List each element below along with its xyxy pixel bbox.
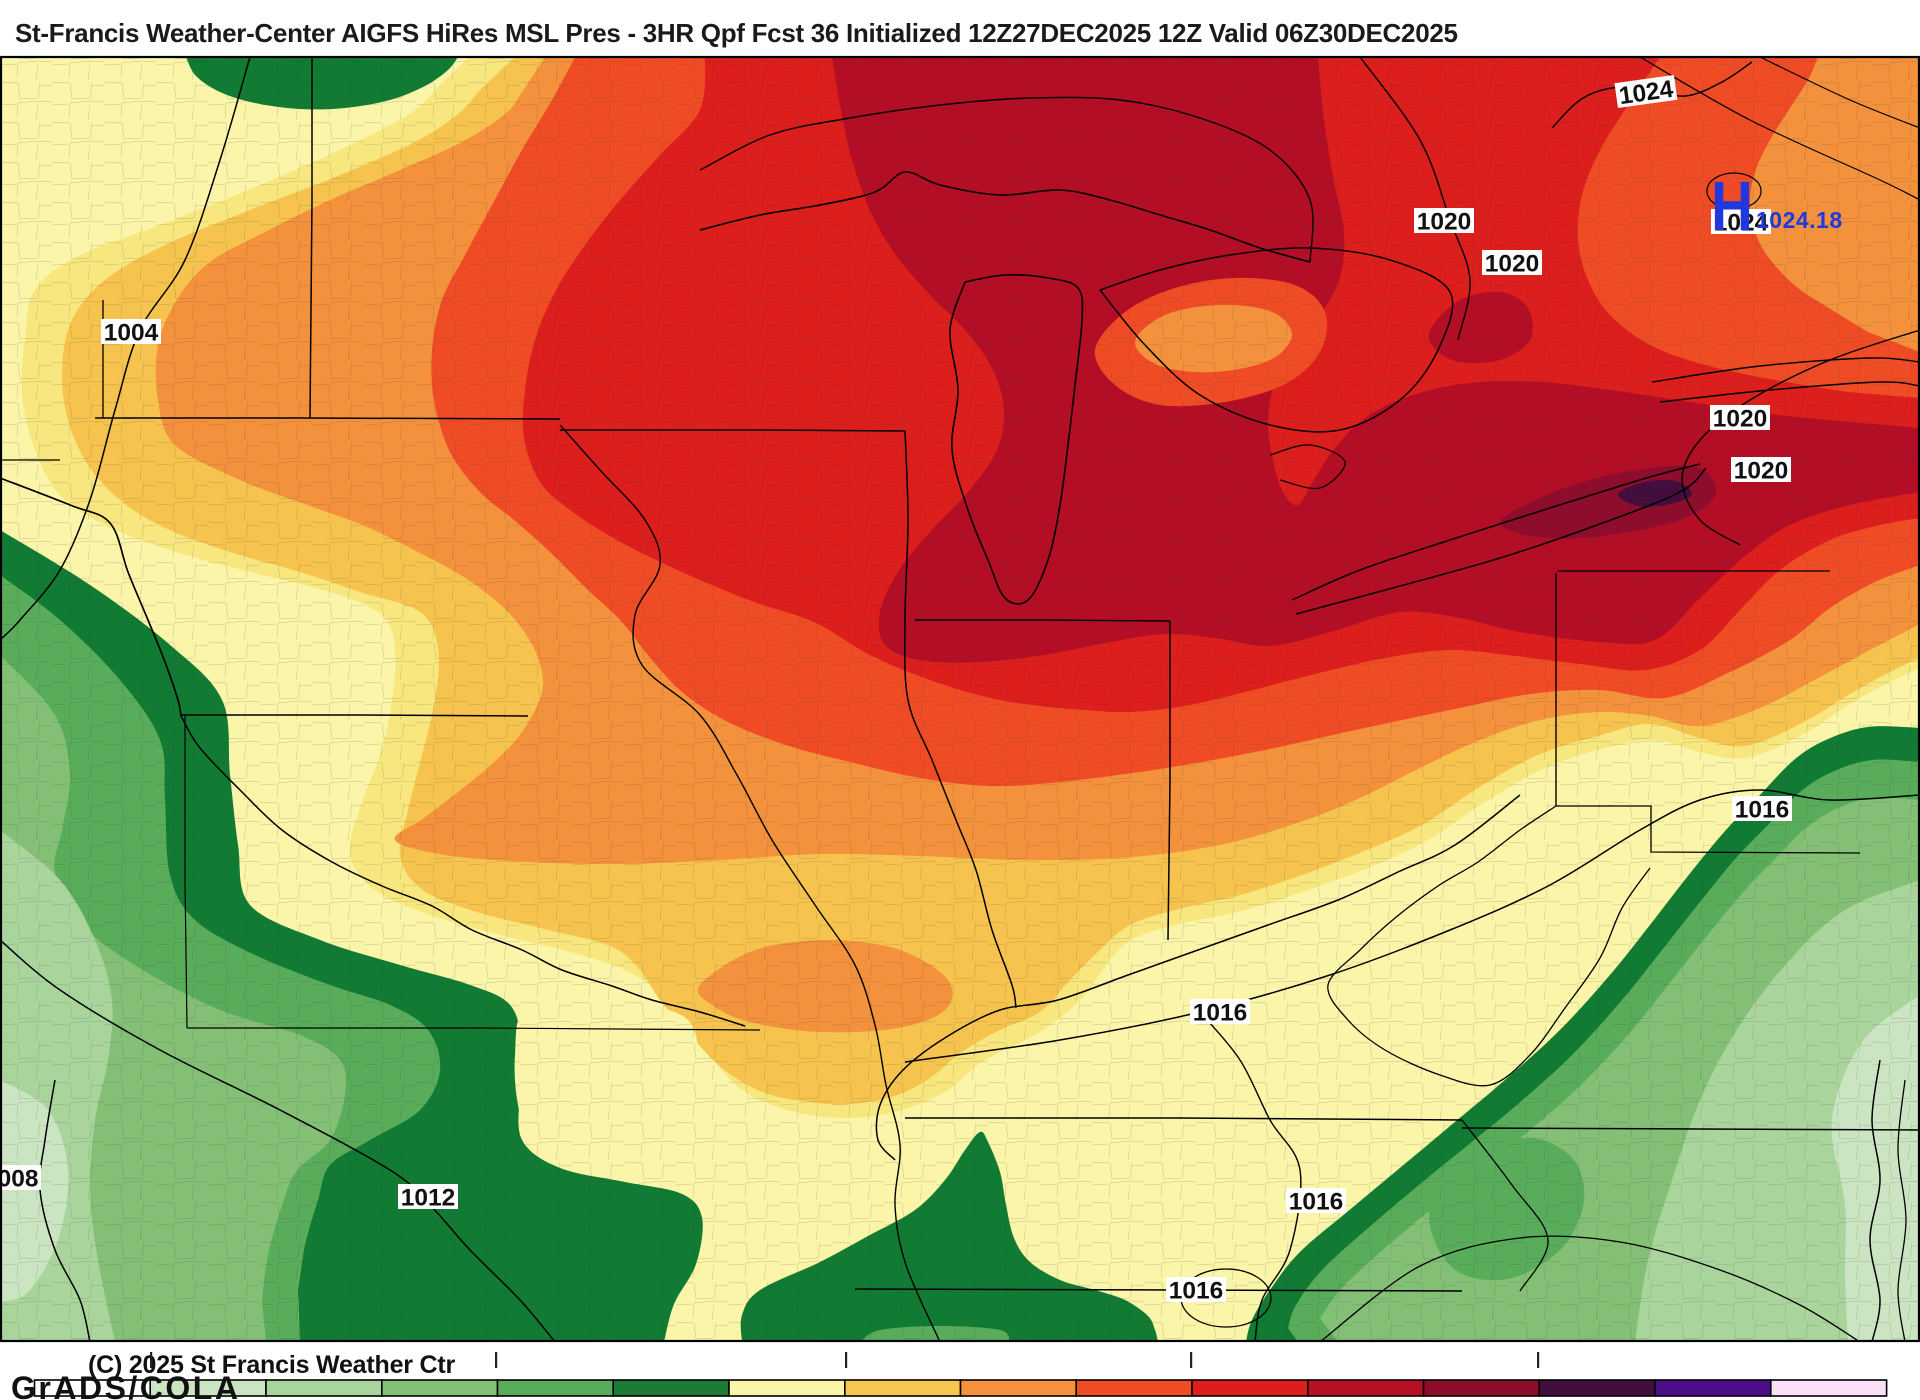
svg-text:(C) 2025 St Francis Weather Ct: (C) 2025 St Francis Weather Ctr [88, 1351, 456, 1379]
svg-text:1024.18: 1024.18 [1756, 207, 1843, 233]
svg-text:1024: 1024 [1714, 210, 1769, 237]
svg-text:1020: 1020 [1734, 458, 1789, 485]
svg-text:008: 008 [0, 1166, 38, 1193]
svg-text:1012: 1012 [401, 1185, 456, 1212]
svg-text:H: H [1711, 167, 1753, 245]
svg-text:1020: 1020 [1485, 251, 1540, 278]
svg-text:GrADS/COLA: GrADS/COLA [11, 1370, 240, 1400]
svg-text:1016: 1016 [1735, 797, 1790, 824]
svg-text:St-Francis Weather-Center AIGF: St-Francis Weather-Center AIGFS HiRes MS… [15, 18, 1458, 48]
svg-text:1016: 1016 [1289, 1189, 1344, 1216]
svg-text:1004: 1004 [104, 320, 159, 347]
svg-text:1016: 1016 [1169, 1278, 1224, 1305]
svg-text:1016: 1016 [1193, 1000, 1248, 1027]
svg-text:1020: 1020 [1713, 406, 1768, 433]
svg-text:1020: 1020 [1417, 209, 1472, 236]
